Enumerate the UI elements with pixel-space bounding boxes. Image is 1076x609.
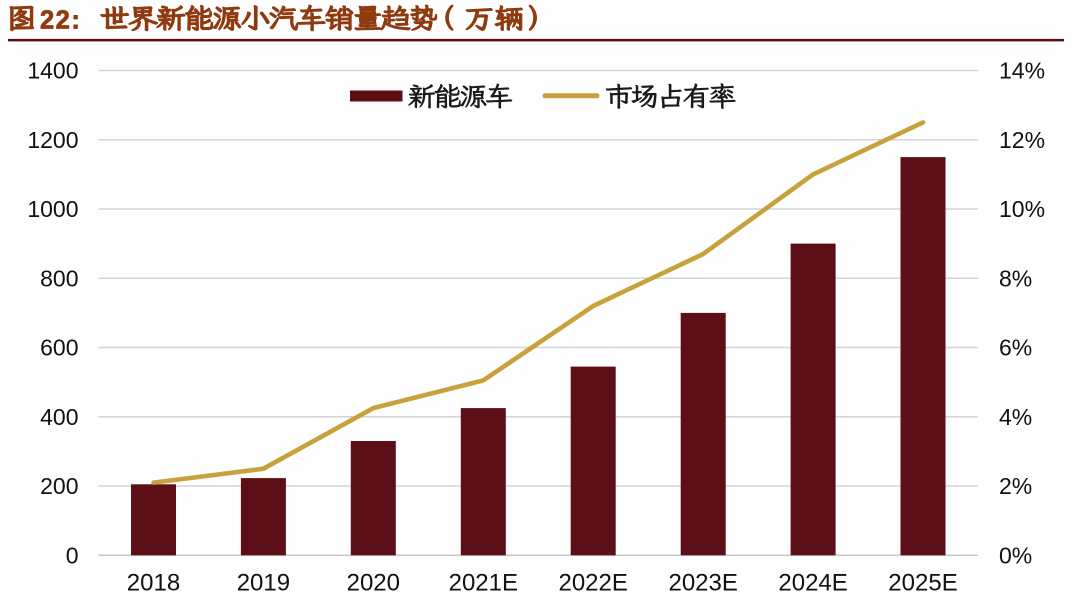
svg-text:600: 600	[40, 335, 78, 361]
svg-text:1400: 1400	[27, 58, 78, 84]
svg-text:400: 400	[40, 404, 78, 430]
svg-text:10%: 10%	[999, 196, 1045, 222]
svg-text:0: 0	[66, 542, 79, 568]
svg-text:12%: 12%	[999, 127, 1045, 153]
svg-text:200: 200	[40, 473, 78, 499]
svg-text:4%: 4%	[999, 404, 1032, 430]
svg-text:2019: 2019	[237, 569, 290, 596]
svg-text:0%: 0%	[999, 542, 1032, 568]
svg-text:2024E: 2024E	[778, 569, 847, 596]
svg-text:2018: 2018	[127, 569, 180, 596]
svg-text:1000: 1000	[27, 196, 78, 222]
svg-text:1200: 1200	[27, 127, 78, 153]
svg-text:2023E: 2023E	[668, 569, 737, 596]
svg-text:14%: 14%	[999, 58, 1045, 84]
svg-text:2021E: 2021E	[449, 569, 518, 596]
svg-text:800: 800	[40, 265, 78, 291]
svg-text:2022E: 2022E	[558, 569, 627, 596]
svg-text:2025E: 2025E	[888, 569, 957, 596]
svg-text:8%: 8%	[999, 265, 1032, 291]
svg-text:22:: 22:	[40, 7, 81, 35]
svg-text:2020: 2020	[347, 569, 400, 596]
svg-text:6%: 6%	[999, 335, 1032, 361]
svg-text:2%: 2%	[999, 473, 1032, 499]
